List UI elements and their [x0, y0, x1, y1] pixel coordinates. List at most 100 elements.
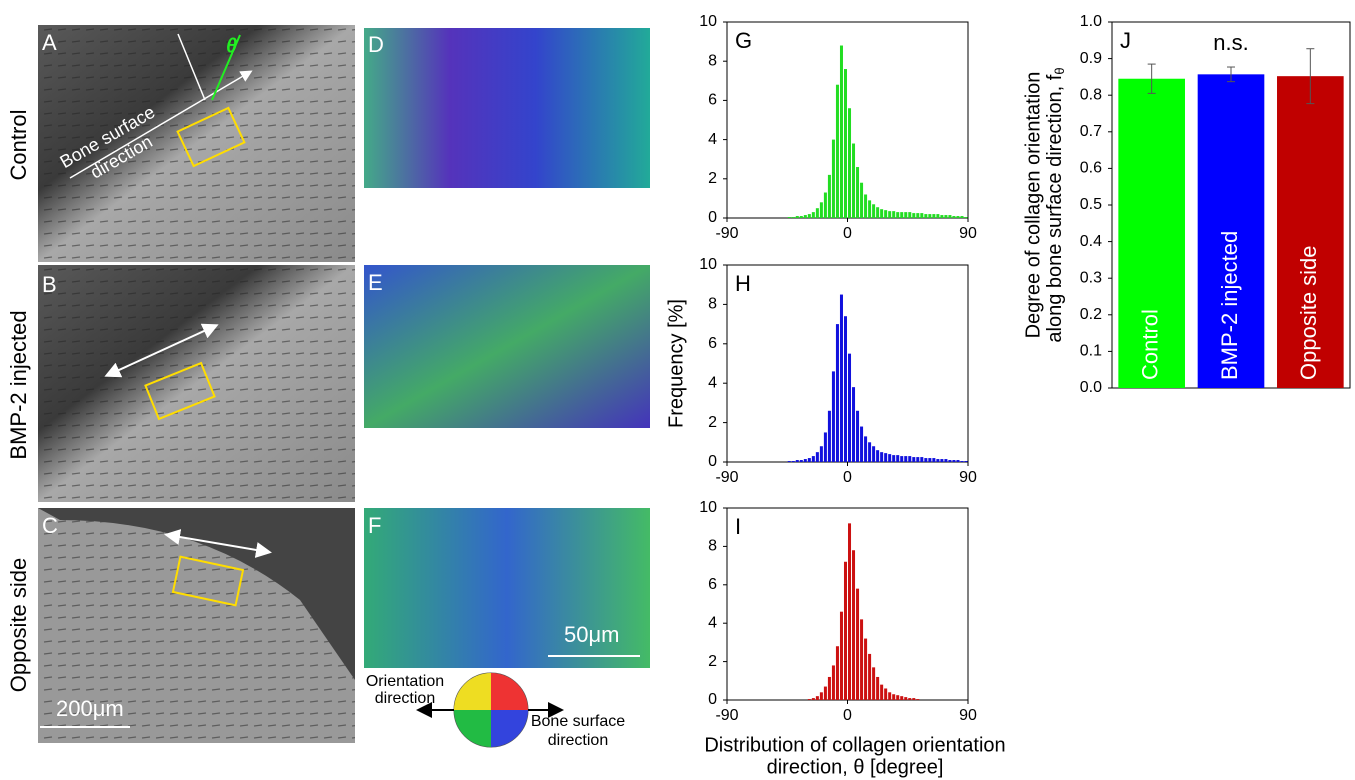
category-label: Opposite side	[1296, 245, 1321, 380]
histogram-bar	[924, 214, 928, 218]
histogram-bar	[827, 676, 831, 700]
histogram-bar	[904, 212, 908, 218]
y-tick-label: 0.1	[1080, 343, 1102, 360]
histogram-bar	[811, 698, 815, 700]
histogram-bar	[831, 139, 835, 218]
x-tick-label: 90	[959, 225, 977, 242]
image-f	[364, 508, 650, 668]
histogram-bar	[872, 667, 876, 700]
plot-frame	[726, 21, 969, 219]
histogram-bar	[876, 207, 880, 218]
y-axis-label-sub: θ	[1052, 67, 1067, 74]
x-tick-label: 90	[959, 707, 977, 724]
image-b	[38, 265, 355, 502]
y-tick-label: 6	[708, 576, 717, 593]
histogram-bar	[835, 324, 839, 462]
bar	[1277, 76, 1344, 388]
category-label: BMP-2 injected	[1217, 231, 1242, 380]
y-tick-label: 0.9	[1080, 50, 1102, 67]
panel-letter: G	[735, 28, 752, 53]
image-a	[38, 25, 355, 262]
histogram-bar	[819, 446, 823, 462]
y-tick-label: 10	[699, 256, 717, 273]
scale-bar-label: 50μm	[564, 622, 619, 647]
y-axis-label: Frequency [%]	[665, 299, 687, 428]
histogram-bar	[876, 676, 880, 700]
histogram-bar	[868, 653, 872, 700]
panel-letter: B	[42, 272, 57, 297]
y-tick-label: 4	[708, 614, 717, 631]
histogram-bar	[848, 108, 852, 218]
panel-letter: J	[1120, 28, 1131, 53]
histogram-bar	[831, 665, 835, 700]
histogram-bar	[856, 588, 860, 700]
y-tick-label: 6	[708, 92, 717, 109]
histogram-bar	[868, 442, 872, 462]
histogram-bar	[791, 217, 795, 218]
panel-letter: A	[42, 30, 57, 55]
histogram-bar	[940, 215, 944, 218]
histogram-bar	[888, 692, 892, 700]
histogram-bar	[940, 459, 944, 462]
y-axis-label: Degree of collagen orientation	[1022, 72, 1044, 339]
y-tick-label: 2	[708, 170, 717, 187]
histogram-bar	[916, 699, 920, 700]
bone-surface-label: Bone surface	[531, 713, 625, 730]
histogram-bar	[839, 45, 843, 218]
y-tick-label: 0.0	[1080, 379, 1102, 396]
histogram-bar	[843, 69, 847, 218]
histogram-bar	[791, 461, 795, 462]
histogram-bar	[952, 460, 956, 462]
histogram-bar	[900, 456, 904, 462]
plot-frame	[726, 264, 969, 463]
y-tick-label: 6	[708, 335, 717, 352]
histogram-bar	[864, 194, 868, 218]
histogram-bar	[815, 696, 819, 700]
histogram-bar	[852, 143, 856, 218]
histogram-bar	[876, 450, 880, 462]
y-tick-label: 0	[708, 691, 717, 708]
x-tick-label: 0	[843, 469, 852, 486]
histogram-bar	[944, 215, 948, 218]
image-e	[364, 265, 650, 428]
y-tick-label: 0.6	[1080, 160, 1102, 177]
image-d	[364, 28, 650, 188]
y-tick-label: 0	[708, 209, 717, 226]
histogram-bar	[860, 426, 864, 462]
theta-label: θ	[226, 35, 237, 57]
histogram-bar	[896, 695, 900, 700]
histogram-bar	[912, 213, 916, 218]
histogram-bar	[960, 461, 964, 462]
x-tick-label: 0	[843, 707, 852, 724]
histogram-bar	[912, 457, 916, 462]
histogram-bar	[900, 212, 904, 218]
y-tick-label: 0.8	[1080, 86, 1102, 103]
histogram-bar	[848, 523, 852, 700]
histogram-bar	[900, 696, 904, 700]
histogram-bar	[803, 459, 807, 462]
histogram-bar	[852, 387, 856, 462]
plot-frame	[726, 507, 969, 701]
histogram-bar	[916, 457, 920, 462]
histogram-bar	[908, 456, 912, 462]
histogram-bar	[803, 215, 807, 218]
panel-letter: C	[42, 513, 58, 538]
histogram-bar	[823, 192, 827, 218]
histogram-bar	[896, 455, 900, 462]
x-tick-label: 90	[959, 469, 977, 486]
y-axis-label-part: along bone surface direction, f	[1044, 74, 1066, 342]
histogram-bar	[884, 210, 888, 218]
histogram-bar	[948, 460, 952, 462]
panel-letter: D	[368, 32, 384, 57]
histogram-bar	[823, 432, 827, 462]
histogram-bar	[807, 699, 811, 700]
histogram-bar	[932, 214, 936, 218]
histogram-bar	[956, 460, 960, 462]
histogram-bar	[888, 211, 892, 218]
image-c	[38, 508, 355, 743]
x-axis-label: direction, θ [degree]	[767, 756, 944, 778]
histogram-bar	[892, 455, 896, 462]
histogram-bar	[819, 202, 823, 218]
y-tick-label: 1.0	[1080, 13, 1102, 30]
